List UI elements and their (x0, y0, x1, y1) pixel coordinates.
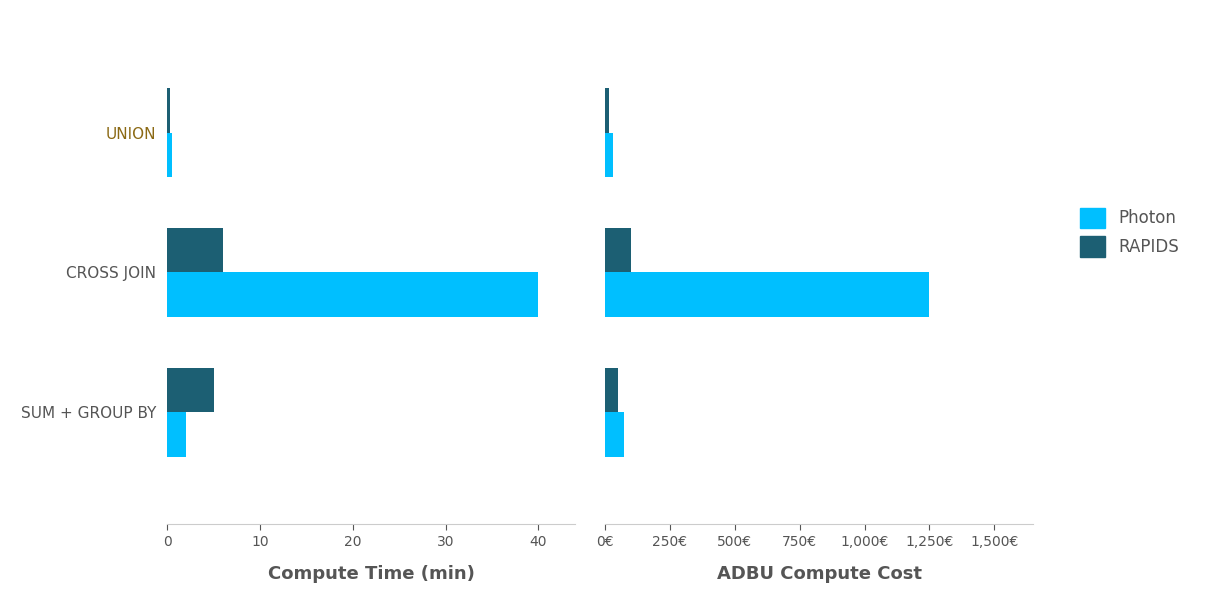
Bar (605, 228, 631, 272)
X-axis label: ADBU Compute Cost: ADBU Compute Cost (716, 565, 921, 583)
Bar (167, 88, 170, 133)
Bar (167, 133, 172, 178)
Bar (167, 272, 538, 317)
X-axis label: Compute Time (min): Compute Time (min) (268, 565, 475, 583)
Bar (167, 228, 223, 272)
Bar (167, 367, 213, 413)
Bar (605, 272, 930, 317)
Bar (605, 367, 618, 413)
Bar (605, 133, 613, 178)
Bar (605, 88, 608, 133)
Legend: Photon, RAPIDS: Photon, RAPIDS (1071, 199, 1188, 265)
Bar (167, 413, 185, 457)
Bar (605, 413, 624, 457)
